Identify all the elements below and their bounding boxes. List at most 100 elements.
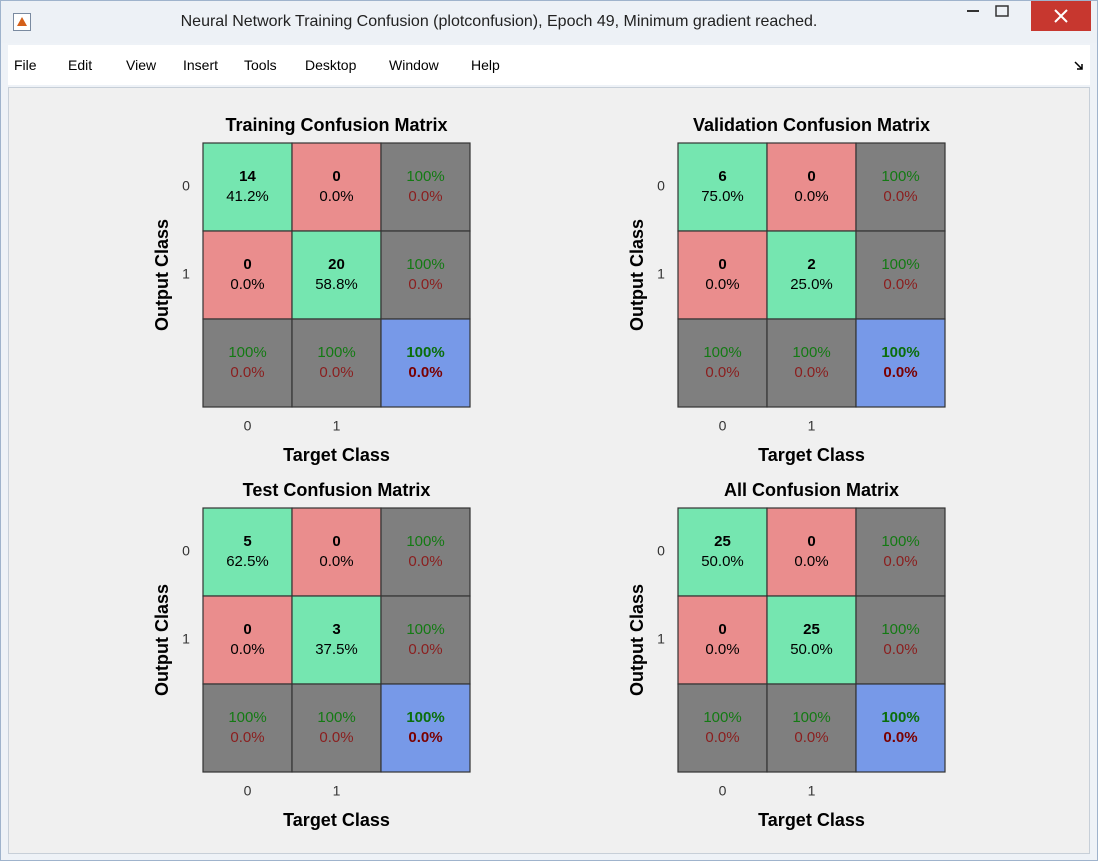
x-axis-label: Target Class: [283, 445, 390, 465]
cell-count: 14: [239, 168, 256, 185]
x-tick-label: 0: [244, 783, 252, 799]
menu-item[interactable]: Window: [389, 57, 439, 73]
cell-count: 100%: [406, 344, 444, 361]
cell-percent: 0.0%: [794, 188, 828, 205]
x-axis-label: Target Class: [758, 445, 865, 465]
app-icon: [13, 13, 31, 31]
matrix-cell: [291, 683, 382, 773]
matrix-cell: [855, 683, 946, 773]
confusion-matrix: Training Confusion Matrix1441.2%00.0%100…: [152, 115, 471, 465]
matrix-title: All Confusion Matrix: [724, 480, 899, 500]
window-title: Neural Network Training Confusion (plotc…: [180, 13, 818, 30]
cell-count: 100%: [881, 709, 919, 726]
cell-percent: 0.0%: [883, 188, 917, 205]
cell-percent: 0.0%: [883, 364, 917, 381]
menu-item[interactable]: View: [126, 57, 157, 73]
cell-count: 100%: [228, 344, 266, 361]
matrix-title: Training Confusion Matrix: [225, 115, 447, 135]
cell-percent: 25.0%: [790, 276, 833, 293]
confusion-matrix: Validation Confusion Matrix675.0%00.0%10…: [627, 115, 946, 465]
y-axis-label: Output Class: [627, 584, 647, 696]
cell-count: 0: [332, 533, 340, 550]
confusion-matrix: Test Confusion Matrix 5 62.5% 0 0.0% 100% 0.0%…: [152, 480, 471, 830]
matrix-cell: [855, 142, 946, 232]
cell-percent: 0.0%: [794, 364, 828, 381]
figure-area: Training Confusion Matrix 14 41.2% 0 0.0% 100…: [8, 87, 1090, 854]
dock-arrow[interactable]: [1074, 61, 1084, 71]
cell-count: 100%: [406, 709, 444, 726]
cell-count: 0: [807, 168, 815, 185]
cell-count: 0: [807, 533, 815, 550]
matrix-cell: [202, 230, 293, 320]
menu-item[interactable]: Tools: [244, 57, 277, 73]
matrix-cell: [677, 683, 768, 773]
cell-count: 25: [803, 621, 820, 638]
menu-item[interactable]: Edit: [68, 57, 93, 73]
matrix-cell: [202, 595, 293, 685]
cell-count: 100%: [317, 344, 355, 361]
cell-percent: 0.0%: [408, 641, 442, 658]
matrix-cell: [766, 142, 857, 232]
cell-percent: 0.0%: [883, 276, 917, 293]
matrix-cell: [202, 683, 293, 773]
menu-item[interactable]: Help: [471, 57, 500, 73]
cell-percent: 0.0%: [319, 729, 353, 746]
cell-percent: 75.0%: [701, 188, 744, 205]
x-axis-label: Target Class: [758, 810, 865, 830]
matrix-cell: [202, 318, 293, 408]
y-axis-label: Output Class: [152, 219, 172, 331]
close-glyph: [1054, 9, 1068, 23]
cell-percent: 0.0%: [883, 729, 917, 746]
cell-count: 0: [718, 621, 726, 638]
cell-percent: 0.0%: [408, 364, 442, 381]
cell-count: 100%: [881, 168, 919, 185]
matrix-cell: [380, 318, 471, 408]
y-tick-label: 1: [657, 266, 665, 282]
cell-percent: 58.8%: [315, 276, 358, 293]
cell-count: 0: [243, 256, 251, 273]
minimize-button[interactable]: [967, 10, 979, 12]
cell-count: 100%: [703, 709, 741, 726]
cell-percent: 0.0%: [230, 276, 264, 293]
cell-count: 100%: [703, 344, 741, 361]
matrix-cell: [380, 507, 471, 597]
cell-count: 2: [807, 256, 815, 273]
confusion-matrix: All Confusion Matrix 25 50.0% 0 0.0% 100% 0.0%…: [627, 480, 946, 830]
cell-percent: 62.5%: [226, 553, 269, 570]
matrix-cell: [677, 230, 768, 320]
matrix-cell: [202, 507, 293, 597]
cell-count: 6: [718, 168, 726, 185]
y-axis-label: Output Class: [627, 219, 647, 331]
x-axis-label: Target Class: [283, 810, 390, 830]
matrix-cell: [380, 683, 471, 773]
matrix-cell: [291, 230, 382, 320]
menu-item[interactable]: Desktop: [305, 57, 357, 73]
x-tick-label: 0: [719, 418, 727, 434]
menu-bar: File Edit View Insert Tools Desktop Window Help: [8, 45, 1090, 85]
cell-count: 100%: [881, 621, 919, 638]
cell-percent: 0.0%: [883, 553, 917, 570]
cell-percent: 0.0%: [705, 641, 739, 658]
cell-percent: 0.0%: [794, 553, 828, 570]
cell-count: 100%: [881, 256, 919, 273]
cell-count: 0: [332, 168, 340, 185]
y-tick-label: 1: [657, 631, 665, 647]
y-tick-label: 0: [657, 178, 665, 194]
menu-item[interactable]: File: [14, 57, 37, 73]
matrix-title: Test Confusion Matrix: [243, 480, 431, 500]
cell-percent: 0.0%: [319, 364, 353, 381]
cell-count: 100%: [881, 533, 919, 550]
cell-percent: 0.0%: [705, 276, 739, 293]
cell-percent: 0.0%: [319, 553, 353, 570]
menu-item[interactable]: Insert: [183, 57, 219, 73]
cell-percent: 0.0%: [230, 641, 264, 658]
cell-count: 100%: [317, 709, 355, 726]
x-tick-label: 0: [244, 418, 252, 434]
cell-count: 25: [714, 533, 731, 550]
cell-percent: 0.0%: [408, 276, 442, 293]
cell-percent: 0.0%: [408, 729, 442, 746]
cell-count: 20: [328, 256, 345, 273]
maximize-button[interactable]: [995, 5, 1009, 17]
cell-percent: 37.5%: [315, 641, 358, 658]
matrix-cell: [677, 142, 768, 232]
